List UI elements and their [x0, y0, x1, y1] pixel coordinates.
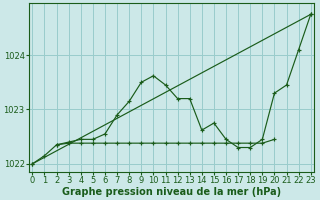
X-axis label: Graphe pression niveau de la mer (hPa): Graphe pression niveau de la mer (hPa) — [62, 187, 281, 197]
